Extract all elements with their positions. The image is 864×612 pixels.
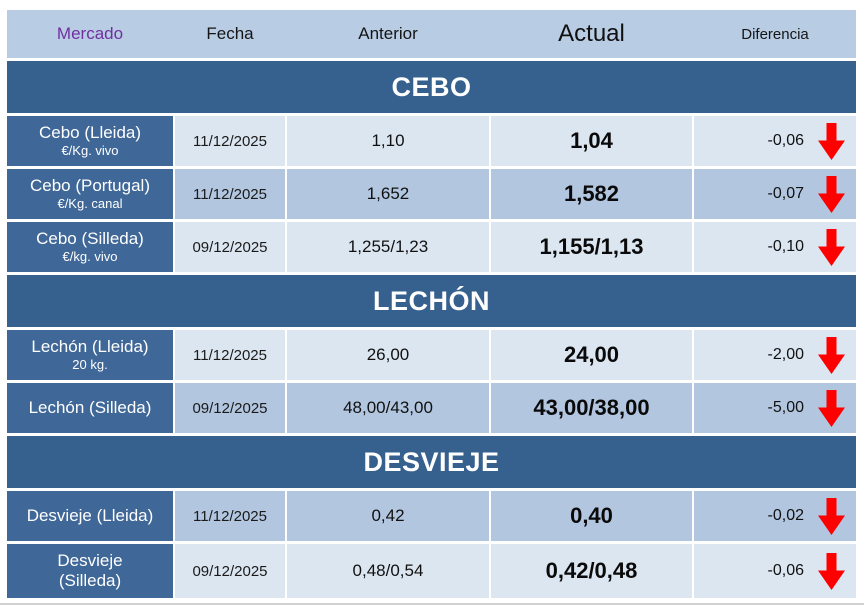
column-header-actual: Actual (558, 20, 625, 47)
market-unit: €/Kg. vivo (61, 142, 119, 158)
market-unit: €/kg. vivo (62, 248, 118, 264)
fecha-value: 09/12/2025 (175, 383, 285, 433)
market-name: Cebo (Silleda) (36, 229, 144, 249)
market-label-cell: Lechón (Silleda) (7, 383, 173, 433)
market-unit: €/Kg. canal (57, 195, 123, 211)
fecha-value: 11/12/2025 (175, 330, 285, 380)
anterior-value: 26,00 (287, 330, 489, 380)
diferencia-cell: -0,06 (694, 544, 856, 598)
livestock-price-table: Mercado Fecha Anterior Actual Diferencia… (7, 10, 856, 601)
anterior-value: 1,255/1,23 (287, 222, 489, 272)
table-row: Cebo (Lleida) €/Kg. vivo 11/12/2025 1,10 1,0… (7, 116, 856, 166)
column-header-fecha: Fecha (206, 24, 254, 43)
table-row: Cebo (Portugal) €/Kg. canal 11/12/2025 1,65… (7, 169, 856, 219)
section-header-cebo: CEBO (7, 61, 856, 113)
table-bottom-border (0, 603, 864, 605)
diferencia-value: -0,10 (767, 238, 804, 255)
diferencia-cell: -5,00 (694, 383, 856, 433)
market-name: Lechón (Silleda) (28, 398, 152, 418)
market-name: Desvieje (Silleda) (57, 551, 123, 590)
actual-value: 43,00/38,00 (491, 383, 692, 433)
anterior-value: 48,00/43,00 (287, 383, 489, 433)
fecha-value: 11/12/2025 (175, 169, 285, 219)
diferencia-cell: -2,00 (694, 330, 856, 380)
table-header-row: Mercado Fecha Anterior Actual Diferencia (7, 10, 856, 58)
fecha-value: 11/12/2025 (175, 491, 285, 541)
actual-value: 1,582 (491, 169, 692, 219)
actual-value: 24,00 (491, 330, 692, 380)
anterior-value: 1,652 (287, 169, 489, 219)
diferencia-value: -0,06 (767, 562, 804, 579)
table-row: Desvieje (Lleida) 11/12/2025 0,42 0,40 -0,02 (7, 491, 856, 541)
column-header-diferencia: Diferencia (741, 25, 809, 43)
actual-value: 1,155/1,13 (491, 222, 692, 272)
section-header-lechon: LECHÓN (7, 275, 856, 327)
fecha-value: 11/12/2025 (175, 116, 285, 166)
anterior-value: 1,10 (287, 116, 489, 166)
diferencia-cell: -0,10 (694, 222, 856, 272)
market-label-cell: Lechón (Lleida) 20 kg. (7, 330, 173, 380)
diferencia-value: -5,00 (767, 399, 804, 416)
table-body: CEBO Cebo (Lleida) €/Kg. vivo 11/12/2025 1,1… (7, 61, 856, 598)
diferencia-cell: -0,06 (694, 116, 856, 166)
down-arrow-icon (818, 228, 845, 266)
down-arrow-icon (818, 175, 845, 213)
section-title: LECHÓN (373, 285, 490, 316)
anterior-value: 0,42 (287, 491, 489, 541)
actual-value: 1,04 (491, 116, 692, 166)
market-name: Cebo (Lleida) (38, 123, 142, 143)
market-label-cell: Desvieje (Lleida) (7, 491, 173, 541)
market-name: Cebo (Portugal) (29, 176, 150, 196)
table-row: Cebo (Silleda) €/kg. vivo 09/12/2025 1,255/… (7, 222, 856, 272)
down-arrow-icon (818, 552, 845, 590)
market-label-cell: Cebo (Portugal) €/Kg. canal (7, 169, 173, 219)
market-unit: 20 kg. (72, 356, 108, 372)
column-header-anterior: Anterior (358, 24, 418, 43)
diferencia-cell: -0,02 (694, 491, 856, 541)
table-row: Lechón (Lleida) 20 kg. 11/12/2025 26,00 24,0… (7, 330, 856, 380)
column-header-mercado: Mercado (56, 24, 124, 43)
table-row: Lechón (Silleda) 09/12/2025 48,00/43,00 43,… (7, 383, 856, 433)
market-label-cell: Cebo (Lleida) €/Kg. vivo (7, 116, 173, 166)
market-label-cell: Desvieje (Silleda) (7, 544, 173, 598)
section-title: DESVIEJE (363, 446, 500, 477)
diferencia-cell: -0,07 (694, 169, 856, 219)
diferencia-value: -0,02 (767, 507, 804, 524)
market-name: Desvieje (Lleida) (26, 506, 154, 526)
anterior-value: 0,48/0,54 (287, 544, 489, 598)
down-arrow-icon (818, 389, 845, 427)
down-arrow-icon (818, 122, 845, 160)
diferencia-value: -2,00 (767, 346, 804, 363)
diferencia-value: -0,07 (767, 185, 804, 202)
fecha-value: 09/12/2025 (175, 222, 285, 272)
market-name: Lechón (Lleida) (31, 337, 149, 357)
down-arrow-icon (818, 497, 845, 535)
table-row: Desvieje (Silleda) 09/12/2025 0,48/0,54 0,4… (7, 544, 856, 598)
section-header-desvieje: DESVIEJE (7, 436, 856, 488)
section-title: CEBO (391, 71, 472, 102)
down-arrow-icon (818, 336, 845, 374)
actual-value: 0,40 (491, 491, 692, 541)
market-label-cell: Cebo (Silleda) €/kg. vivo (7, 222, 173, 272)
diferencia-value: -0,06 (767, 132, 804, 149)
fecha-value: 09/12/2025 (175, 544, 285, 598)
actual-value: 0,42/0,48 (491, 544, 692, 598)
